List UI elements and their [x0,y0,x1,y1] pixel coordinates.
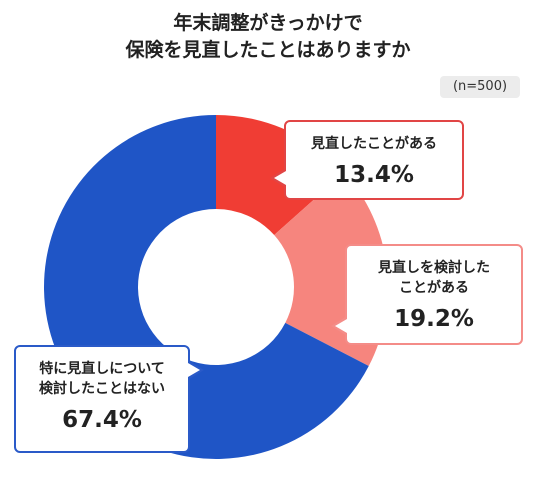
chart-title: 年末調整がきっかけで 保険を見直したことはありますか [0,10,536,64]
callout-considered-label-2: ことがある [399,280,469,296]
callout-considered-label-1: 見直しを検討した [378,260,490,276]
chart-title-line-2: 保険を見直したことはありますか [125,39,411,61]
callout-pointer-3-inner [188,363,200,377]
callout-never-label-2: 検討したことはない [39,381,165,397]
callout-reviewed-value: 13.4% [334,162,414,188]
callout-reviewed-label: 見直したことがある [311,136,437,152]
callout-never-value: 67.4% [62,407,142,433]
callout-never: 特に見直しについて 検討したことはない 67.4% [14,345,190,453]
callout-reviewed: 見直したことがある 13.4% [284,120,464,200]
callout-considered-value: 19.2% [394,306,474,332]
callout-pointer-2-inner [335,319,347,333]
callout-pointer-1-inner [274,171,286,185]
callout-considered: 見直しを検討した ことがある 19.2% [345,244,523,345]
callout-never-label-1: 特に見直しについて [39,361,165,377]
chart-title-line-1: 年末調整がきっかけで [173,12,363,34]
sample-size-badge: (n=500) [440,76,520,98]
